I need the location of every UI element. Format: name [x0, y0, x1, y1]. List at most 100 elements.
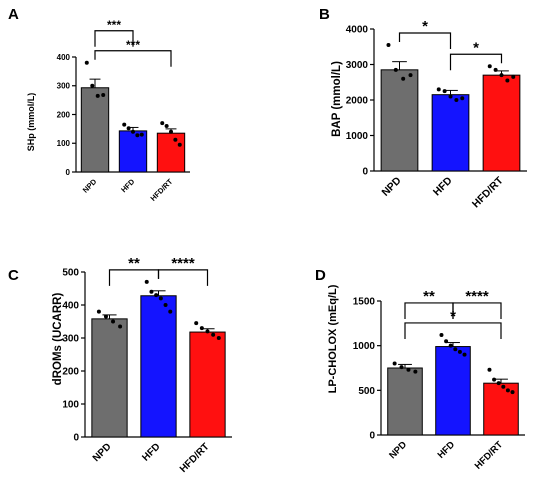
- data-point: [111, 319, 116, 324]
- bracket-line: [94, 30, 134, 47]
- y-tick-label: 500: [358, 386, 375, 397]
- panel-letter-b: B: [319, 6, 330, 23]
- x-tick-label: NPD: [379, 174, 403, 198]
- chart-panel-a: A SHp (mmol/L) 0 100 200 300 400 NPD HFD HFD/RT…: [0, 0, 275, 241]
- bar-npd: [387, 367, 423, 436]
- x-tick-label: HFD/RT: [473, 439, 506, 472]
- y-tick-label: 0: [369, 431, 375, 442]
- x-tick-label: HFD/RT: [149, 177, 175, 203]
- y-tick-label: 400: [57, 53, 71, 62]
- data-point: [95, 93, 100, 98]
- y-tick-label: 300: [62, 334, 79, 345]
- data-point: [126, 126, 131, 131]
- bracket-line: [94, 50, 172, 67]
- bar-hfd: [435, 346, 471, 436]
- data-point: [386, 42, 391, 47]
- data-point: [408, 73, 413, 78]
- bracket-line: [108, 269, 160, 286]
- data-point: [444, 339, 449, 344]
- significance-bracket: ****: [452, 288, 502, 319]
- bracket-line: [157, 269, 209, 286]
- significance-label: ***: [107, 18, 121, 32]
- y-tick-label: 1000: [353, 341, 376, 352]
- data-point: [168, 309, 173, 314]
- bracket-line: [452, 302, 502, 319]
- significance-bracket: **: [404, 288, 454, 319]
- data-point: [501, 384, 506, 389]
- y-tick-label: 300: [57, 82, 71, 91]
- data-point: [499, 73, 504, 78]
- data-point: [487, 64, 492, 69]
- data-point: [442, 89, 447, 94]
- data-point: [149, 289, 154, 294]
- data-point: [173, 137, 178, 142]
- bar-hfd-rt: [156, 132, 186, 173]
- data-point: [505, 388, 510, 393]
- y-tick-label: 2000: [346, 96, 369, 107]
- data-point: [118, 324, 123, 329]
- data-point: [496, 381, 501, 386]
- x-tick-label: HFD: [119, 177, 137, 195]
- bar-chart-b: 0 1000 2000 3000 4000 NPD HFD HFD/RT * *: [346, 18, 527, 210]
- bar-hfd-rt: [482, 74, 521, 172]
- data-point: [439, 332, 444, 337]
- data-point: [160, 121, 165, 126]
- data-point: [393, 67, 398, 72]
- data-point: [163, 303, 168, 307]
- data-point: [460, 96, 465, 101]
- data-point: [199, 326, 204, 331]
- data-point: [462, 352, 467, 357]
- y-tick-label: 1500: [353, 297, 376, 308]
- x-tick-label: HFD/RT: [178, 441, 212, 475]
- y-tick-label: 200: [62, 367, 79, 378]
- bar-npd: [91, 318, 128, 438]
- data-point: [505, 78, 510, 83]
- data-point: [169, 129, 173, 134]
- y-tick-label: 100: [62, 400, 79, 411]
- data-point: [493, 67, 498, 72]
- data-point: [401, 76, 406, 81]
- significance-label: **: [128, 255, 140, 272]
- data-point: [84, 60, 89, 65]
- data-point: [154, 293, 159, 298]
- data-point: [436, 87, 441, 92]
- data-point: [101, 92, 106, 97]
- significance-bracket: ***: [94, 18, 134, 47]
- data-point: [492, 377, 497, 382]
- data-point: [158, 296, 163, 301]
- data-point: [413, 369, 418, 374]
- x-tick-label: HFD: [436, 439, 458, 461]
- data-point: [453, 347, 458, 352]
- significance-label: ****: [171, 255, 195, 272]
- data-point: [194, 321, 199, 326]
- y-tick-label: 0: [66, 168, 71, 177]
- bar-npd: [380, 69, 419, 172]
- data-point: [96, 309, 101, 314]
- data-point: [103, 314, 108, 319]
- data-point: [164, 124, 169, 128]
- bracket-line: [398, 32, 452, 49]
- panel-letter-d: D: [315, 267, 326, 284]
- y-tick-label: 500: [62, 268, 79, 279]
- bar-hfd: [431, 94, 470, 172]
- significance-label: **: [423, 288, 435, 305]
- data-point: [454, 98, 459, 102]
- data-point: [177, 142, 182, 147]
- y-tick-label: 0: [73, 433, 79, 444]
- y-tick-label: 1000: [346, 131, 369, 142]
- x-tick-label: NPD: [387, 439, 409, 461]
- significance-bracket: **: [108, 255, 160, 286]
- bracket-line: [404, 322, 502, 339]
- y-tick-label: 3000: [346, 60, 369, 71]
- data-point: [122, 122, 127, 127]
- data-point: [135, 133, 140, 138]
- significance-label: ****: [465, 288, 489, 305]
- data-point: [139, 132, 144, 137]
- data-point: [448, 343, 453, 348]
- significance-label: *: [422, 18, 428, 35]
- x-tick-label: HFD/RT: [470, 174, 506, 210]
- panel-letter-a: A: [8, 6, 19, 23]
- panel-letter-c: C: [8, 267, 19, 284]
